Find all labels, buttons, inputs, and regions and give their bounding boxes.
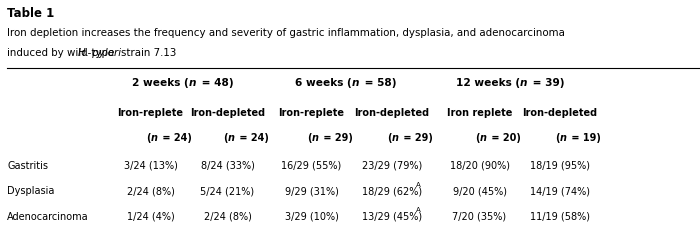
- Text: n: n: [228, 133, 234, 143]
- Text: 8/24 (33%): 8/24 (33%): [201, 160, 254, 170]
- Text: = 24): = 24): [159, 133, 192, 143]
- Text: = 24): = 24): [236, 133, 269, 143]
- Text: 5/24 (21%): 5/24 (21%): [200, 185, 255, 195]
- Text: 6 weeks (: 6 weeks (: [295, 78, 352, 88]
- Text: (: (: [556, 133, 560, 143]
- Text: = 29): = 29): [400, 133, 433, 143]
- Text: n: n: [352, 78, 360, 88]
- Text: n: n: [520, 78, 528, 88]
- Text: Iron-replete: Iron-replete: [118, 108, 183, 117]
- Text: (: (: [307, 133, 312, 143]
- Text: Iron-depleted: Iron-depleted: [190, 108, 265, 117]
- Text: Gastritis: Gastritis: [7, 160, 48, 170]
- Text: Adenocarcinoma: Adenocarcinoma: [7, 211, 89, 221]
- Text: 3/29 (10%): 3/29 (10%): [285, 211, 338, 221]
- Text: 3/24 (13%): 3/24 (13%): [124, 160, 177, 170]
- Text: = 19): = 19): [568, 133, 601, 143]
- Text: n: n: [392, 133, 399, 143]
- Text: = 58): = 58): [361, 78, 397, 88]
- Text: 9/29 (31%): 9/29 (31%): [285, 185, 338, 195]
- Text: 7/20 (35%): 7/20 (35%): [452, 211, 507, 221]
- Text: H. pylori: H. pylori: [78, 48, 122, 58]
- Text: = 29): = 29): [320, 133, 353, 143]
- Text: n: n: [150, 133, 158, 143]
- Text: (: (: [223, 133, 228, 143]
- Text: Dysplasia: Dysplasia: [7, 185, 55, 195]
- Text: n: n: [560, 133, 567, 143]
- Text: n: n: [312, 133, 318, 143]
- Text: strain 7.13: strain 7.13: [121, 48, 176, 58]
- Text: Iron depletion increases the frequency and severity of gastric inflammation, dys: Iron depletion increases the frequency a…: [7, 27, 565, 37]
- Text: 16/29 (55%): 16/29 (55%): [281, 160, 342, 170]
- Text: Iron-replete: Iron-replete: [279, 108, 344, 117]
- Text: 2/24 (8%): 2/24 (8%): [204, 211, 251, 221]
- Text: (: (: [388, 133, 392, 143]
- Text: (: (: [146, 133, 150, 143]
- Text: 18/29 (62%): 18/29 (62%): [362, 185, 422, 195]
- Text: 9/20 (45%): 9/20 (45%): [452, 185, 507, 195]
- Text: (: (: [475, 133, 480, 143]
- Text: n: n: [189, 78, 197, 88]
- Text: n: n: [480, 133, 486, 143]
- Text: 2/24 (8%): 2/24 (8%): [127, 185, 174, 195]
- Text: 18/20 (90%): 18/20 (90%): [449, 160, 510, 170]
- Text: = 39): = 39): [529, 78, 565, 88]
- Text: Iron-depleted: Iron-depleted: [354, 108, 430, 117]
- Text: 23/29 (79%): 23/29 (79%): [362, 160, 422, 170]
- Text: Table 1: Table 1: [7, 7, 55, 20]
- Text: Iron-depleted: Iron-depleted: [522, 108, 598, 117]
- Text: Iron replete: Iron replete: [447, 108, 512, 117]
- Text: A: A: [416, 181, 421, 187]
- Text: = 48): = 48): [198, 78, 234, 88]
- Text: 11/19 (58%): 11/19 (58%): [530, 211, 590, 221]
- Text: 18/19 (95%): 18/19 (95%): [530, 160, 590, 170]
- Text: 14/19 (74%): 14/19 (74%): [530, 185, 590, 195]
- Text: A: A: [416, 206, 421, 212]
- Text: induced by wild-type: induced by wild-type: [7, 48, 118, 58]
- Text: 13/29 (45%): 13/29 (45%): [362, 211, 422, 221]
- Text: 1/24 (4%): 1/24 (4%): [127, 211, 174, 221]
- Text: = 20): = 20): [488, 133, 521, 143]
- Text: 12 weeks (: 12 weeks (: [456, 78, 520, 88]
- Text: 2 weeks (: 2 weeks (: [132, 78, 189, 88]
